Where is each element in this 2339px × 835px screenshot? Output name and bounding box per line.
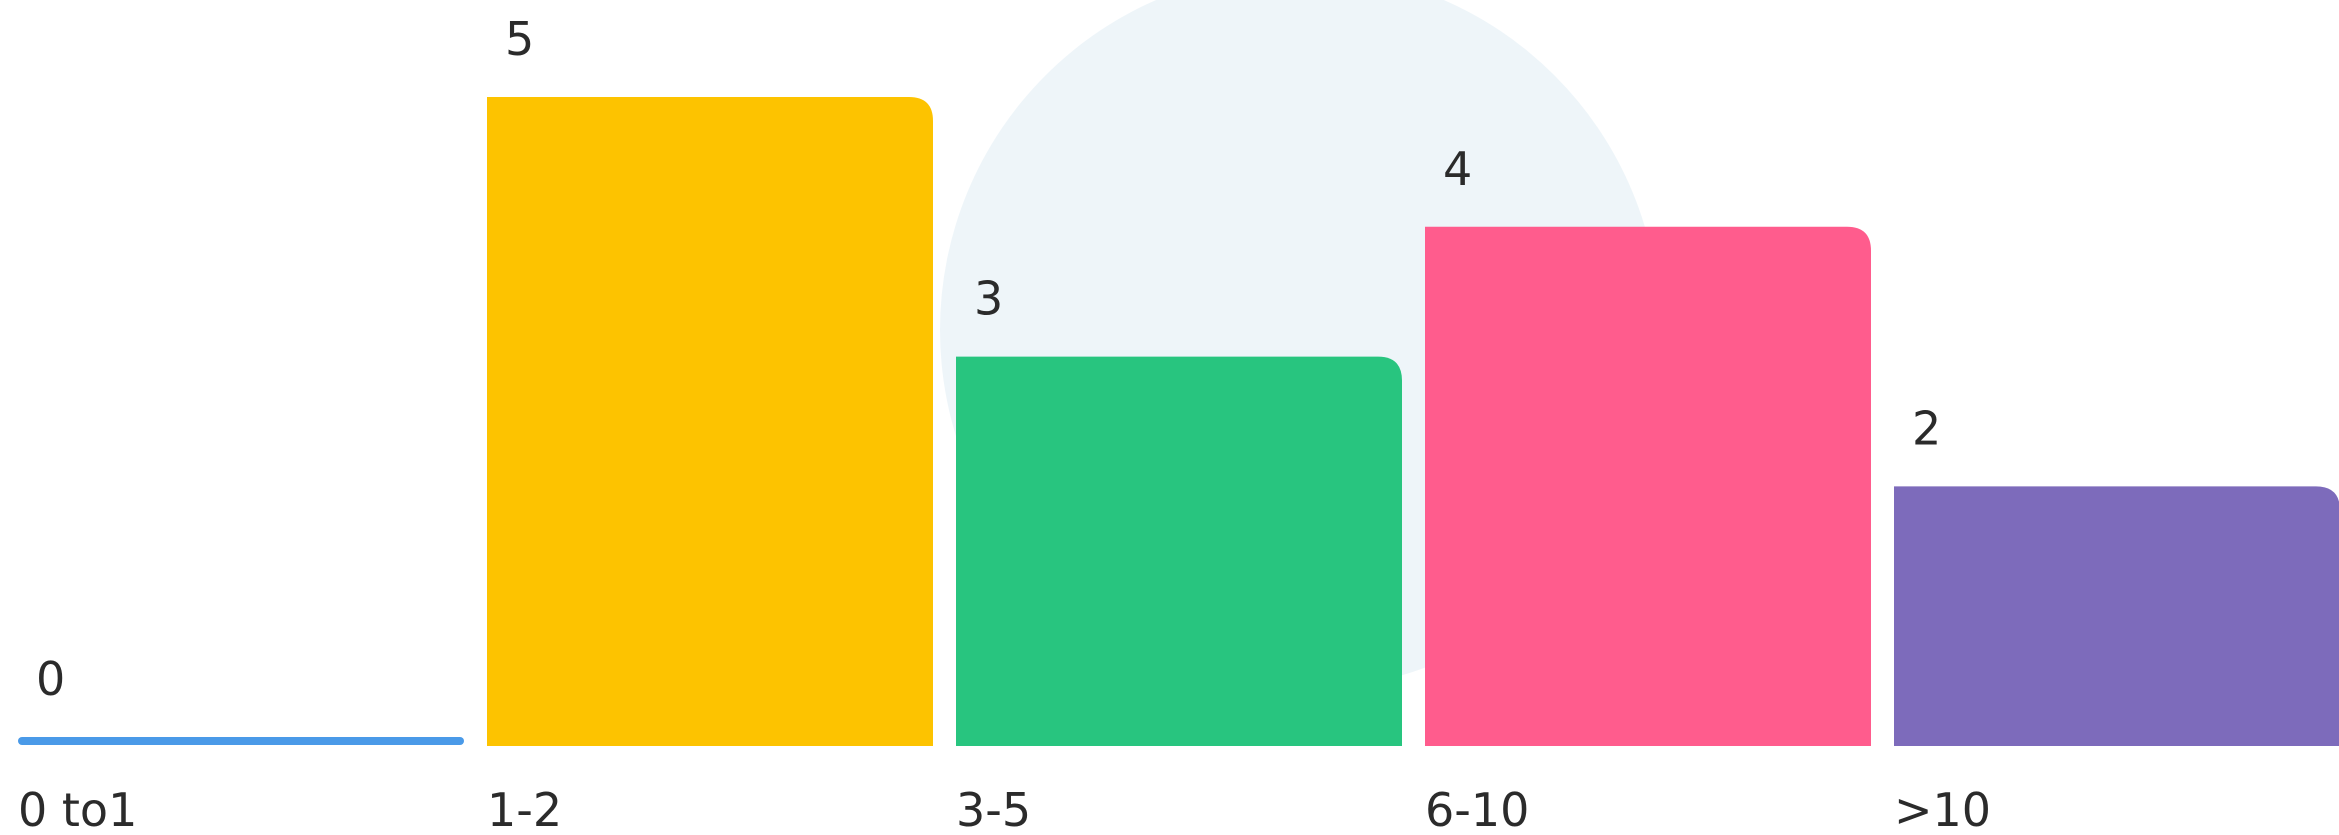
bar	[487, 97, 933, 746]
x-tick-label: 6-10	[1425, 783, 1529, 835]
bar	[956, 356, 1402, 746]
bar	[18, 737, 464, 745]
bar	[1425, 226, 1871, 747]
x-tick-label: 0 to1	[18, 783, 137, 835]
data-label: 2	[1912, 401, 1941, 455]
data-label: 5	[505, 12, 534, 66]
data-label: 0	[36, 652, 65, 706]
x-tick-label: >10	[1894, 783, 1991, 835]
data-label: 4	[1443, 142, 1472, 196]
x-tick-label: 1-2	[487, 783, 562, 835]
data-label: 3	[974, 272, 1003, 326]
x-tick-label: 3-5	[956, 783, 1031, 835]
bar	[1894, 486, 2339, 746]
